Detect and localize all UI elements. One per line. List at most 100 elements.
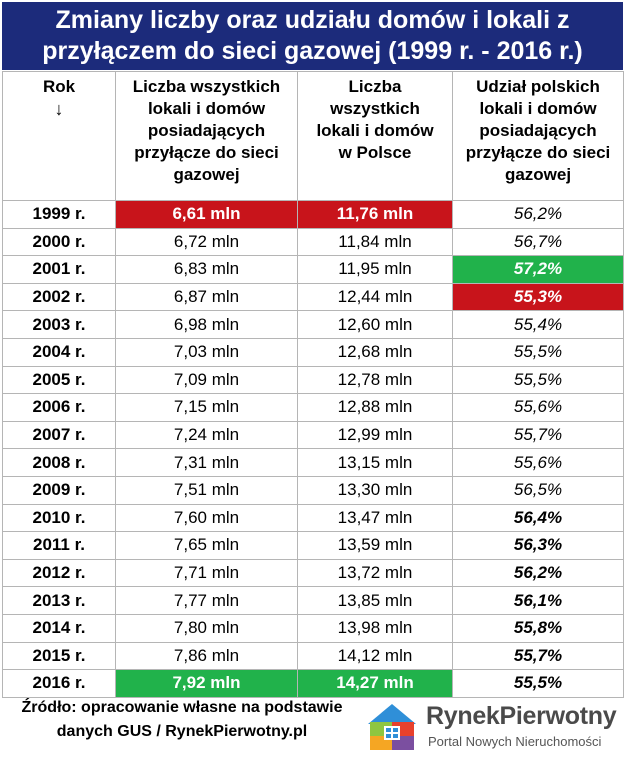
- connected-cell: 6,98 mln: [115, 310, 298, 339]
- total-cell: 14,27 mln: [297, 669, 453, 698]
- header-connected: Liczba wszystkich lokali i domów posiada…: [115, 71, 298, 201]
- share-cell: 55,5%: [452, 365, 624, 395]
- table-row: 2002 r. 6,87 mln 12,44 mln 55,3%: [2, 282, 624, 312]
- table-row: 2015 r. 7,86 mln 14,12 mln 55,7%: [2, 641, 624, 671]
- total-cell: 12,60 mln: [297, 310, 453, 339]
- connected-cell: 7,60 mln: [115, 503, 298, 533]
- connected-cell: 6,72 mln: [115, 227, 298, 257]
- table-row: 2005 r. 7,09 mln 12,78 mln 55,5%: [2, 365, 624, 395]
- gas-connection-table: Rok ↓ Liczba wszystkich lokali i domów p…: [2, 71, 624, 698]
- source-line-1: Źródło: opracowanie własne na podstawie: [21, 699, 343, 716]
- table-row: 2011 r. 7,65 mln 13,59 mln 56,3%: [2, 531, 624, 560]
- table-row: 2014 r. 7,80 mln 13,98 mln 55,8%: [2, 613, 624, 643]
- total-cell: 13,15 mln: [297, 448, 453, 477]
- table-row: 2006 r. 7,15 mln 12,88 mln 55,6%: [2, 393, 624, 422]
- total-cell: 13,59 mln: [297, 531, 453, 560]
- share-cell: 57,2%: [452, 255, 624, 284]
- connected-cell: 7,86 mln: [115, 641, 298, 671]
- connected-cell: 7,51 mln: [115, 475, 298, 505]
- year-cell: 2011 r.: [2, 531, 116, 560]
- connected-cell: 7,15 mln: [115, 393, 298, 422]
- rynekpierwotny-logo: RynekPierwotny Portal Nowych Nieruchomoś…: [364, 700, 620, 752]
- share-cell: 55,7%: [452, 420, 624, 450]
- share-cell: 55,5%: [452, 337, 624, 367]
- year-cell: 2001 r.: [2, 255, 116, 284]
- year-cell: 2006 r.: [2, 393, 116, 422]
- year-cell: 2016 r.: [2, 669, 116, 698]
- house-logo-icon: [368, 704, 416, 750]
- share-cell: 56,2%: [452, 558, 624, 588]
- total-cell: 11,95 mln: [297, 255, 453, 284]
- title-line-1: Zmiany liczby oraz udziału domów i lokal…: [55, 6, 570, 34]
- total-cell: 12,44 mln: [297, 282, 453, 312]
- connected-cell: 6,61 mln: [115, 200, 298, 229]
- year-cell: 2013 r.: [2, 586, 116, 615]
- year-cell: 2014 r.: [2, 613, 116, 643]
- header-row: Rok ↓ Liczba wszystkich lokali i domów p…: [2, 71, 624, 201]
- connected-cell: 7,65 mln: [115, 531, 298, 560]
- total-cell: 11,76 mln: [297, 200, 453, 229]
- connected-cell: 7,71 mln: [115, 558, 298, 588]
- year-cell: 2005 r.: [2, 365, 116, 395]
- connected-cell: 7,80 mln: [115, 613, 298, 643]
- table-row: 2003 r. 6,98 mln 12,60 mln 55,4%: [2, 310, 624, 339]
- header-total: Liczba wszystkich lokali i domów w Polsc…: [297, 71, 453, 201]
- share-cell: 55,8%: [452, 613, 624, 643]
- share-cell: 56,4%: [452, 503, 624, 533]
- connected-cell: 7,24 mln: [115, 420, 298, 450]
- total-cell: 12,78 mln: [297, 365, 453, 395]
- year-cell: 2002 r.: [2, 282, 116, 312]
- total-cell: 12,68 mln: [297, 337, 453, 367]
- header-year-label: Rok: [42, 77, 76, 96]
- header-share: Udział polskich lokali i domów posiadają…: [452, 71, 624, 201]
- total-cell: 13,30 mln: [297, 475, 453, 505]
- title-line-2: przyłączem do sieci gazowej (1999 r. - 2…: [42, 37, 583, 65]
- share-cell: 55,6%: [452, 448, 624, 477]
- table-row: 2008 r. 7,31 mln 13,15 mln 55,6%: [2, 448, 624, 477]
- connected-cell: 7,31 mln: [115, 448, 298, 477]
- header-year: Rok ↓: [2, 71, 116, 201]
- table-title: Zmiany liczby oraz udziału domów i lokal…: [2, 2, 623, 70]
- table-row: 2001 r. 6,83 mln 11,95 mln 57,2%: [2, 255, 624, 284]
- logo-name: RynekPierwotny: [426, 702, 617, 730]
- table-row: 2000 r. 6,72 mln 11,84 mln 56,7%: [2, 227, 624, 257]
- table-row: 2007 r. 7,24 mln 12,99 mln 55,7%: [2, 420, 624, 450]
- table-row: 2010 r. 7,60 mln 13,47 mln 56,4%: [2, 503, 624, 533]
- connected-cell: 7,09 mln: [115, 365, 298, 395]
- total-cell: 13,47 mln: [297, 503, 453, 533]
- share-cell: 55,7%: [452, 641, 624, 671]
- year-cell: 2015 r.: [2, 641, 116, 671]
- total-cell: 11,84 mln: [297, 227, 453, 257]
- year-cell: 2009 r.: [2, 475, 116, 505]
- share-cell: 56,5%: [452, 475, 624, 505]
- year-cell: 1999 r.: [2, 200, 116, 229]
- source-note: Źródło: opracowanie własne na podstawie …: [12, 696, 352, 744]
- share-cell: 56,3%: [452, 531, 624, 560]
- source-line-2: danych GUS / RynekPierwotny.pl: [56, 723, 308, 740]
- total-cell: 13,98 mln: [297, 613, 453, 643]
- share-cell: 55,3%: [452, 282, 624, 312]
- share-cell: 56,7%: [452, 227, 624, 257]
- year-cell: 2003 r.: [2, 310, 116, 339]
- table-row: 2004 r. 7,03 mln 12,68 mln 55,5%: [2, 337, 624, 367]
- total-cell: 14,12 mln: [297, 641, 453, 671]
- table-row: 2016 r. 7,92 mln 14,27 mln 55,5%: [2, 669, 624, 698]
- connected-cell: 7,03 mln: [115, 337, 298, 367]
- total-cell: 13,72 mln: [297, 558, 453, 588]
- share-cell: 56,2%: [452, 200, 624, 229]
- total-cell: 13,85 mln: [297, 586, 453, 615]
- connected-cell: 6,83 mln: [115, 255, 298, 284]
- year-cell: 2004 r.: [2, 337, 116, 367]
- table-row: 1999 r. 6,61 mln 11,76 mln 56,2%: [2, 200, 624, 229]
- year-cell: 2008 r.: [2, 448, 116, 477]
- year-cell: 2000 r.: [2, 227, 116, 257]
- logo-tagline: Portal Nowych Nieruchomości: [428, 734, 602, 749]
- total-cell: 12,88 mln: [297, 393, 453, 422]
- share-cell: 55,6%: [452, 393, 624, 422]
- table-row: 2013 r. 7,77 mln 13,85 mln 56,1%: [2, 586, 624, 615]
- connected-cell: 7,77 mln: [115, 586, 298, 615]
- share-cell: 56,1%: [452, 586, 624, 615]
- share-cell: 55,5%: [452, 669, 624, 698]
- share-cell: 55,4%: [452, 310, 624, 339]
- table-row: 2009 r. 7,51 mln 13,30 mln 56,5%: [2, 475, 624, 505]
